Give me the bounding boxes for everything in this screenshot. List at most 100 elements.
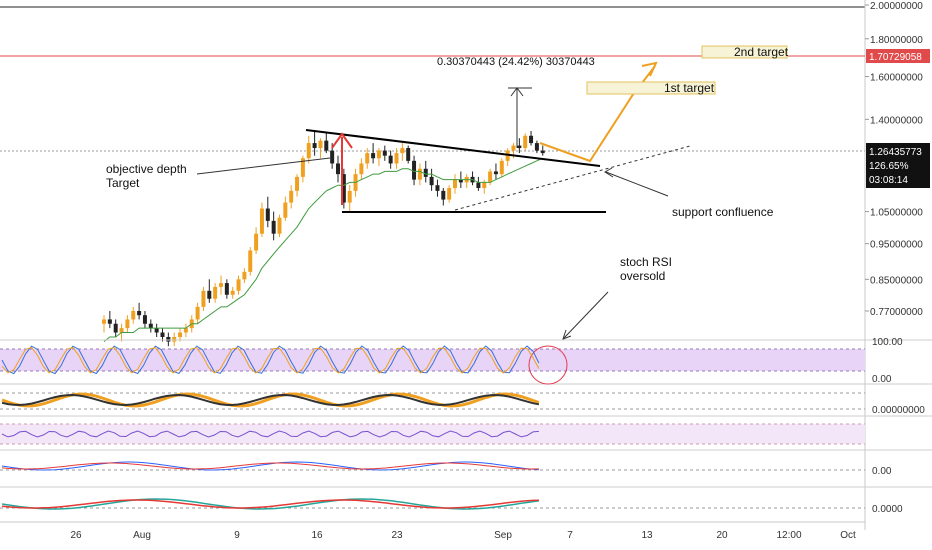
support-callout-line <box>605 171 669 197</box>
candle-body[interactable] <box>347 190 352 203</box>
candle-body[interactable] <box>265 208 270 221</box>
candle-body[interactable] <box>447 188 452 200</box>
candle-body[interactable] <box>365 153 370 164</box>
candle-body[interactable] <box>107 319 112 324</box>
candle-body[interactable] <box>453 179 457 189</box>
candle-body[interactable] <box>511 145 516 151</box>
candle-body[interactable] <box>476 182 481 189</box>
candle-body[interactable] <box>505 150 510 161</box>
candle-body[interactable] <box>172 337 177 342</box>
candle-body[interactable] <box>359 163 364 175</box>
candle-body[interactable] <box>131 311 136 320</box>
candle-body[interactable] <box>230 290 235 295</box>
candle-body[interactable] <box>406 148 411 161</box>
second-target-label: 2nd target <box>734 45 789 59</box>
candle-body[interactable] <box>259 208 264 234</box>
candle-body[interactable] <box>376 150 381 159</box>
candle-body[interactable] <box>488 171 493 183</box>
candle-body[interactable] <box>300 158 305 177</box>
candle-body[interactable] <box>102 319 106 324</box>
support-confluence-label: support confluence <box>672 205 774 219</box>
candle-body[interactable] <box>236 279 241 291</box>
objective-callout-line <box>196 157 331 175</box>
candle-body[interactable] <box>160 332 165 338</box>
candle-body[interactable] <box>178 332 183 338</box>
candle-body[interactable] <box>283 202 288 218</box>
candle-body[interactable] <box>183 328 188 333</box>
first-target-box[interactable] <box>586 81 716 95</box>
candle-body[interactable] <box>207 290 212 299</box>
osc-line <box>1 392 540 408</box>
projection-arrow-head <box>510 87 524 97</box>
candle-body[interactable] <box>429 176 434 186</box>
candle-body[interactable] <box>154 328 159 333</box>
candle-body[interactable] <box>195 306 200 320</box>
rsi-band <box>0 424 865 444</box>
candle-countdown: 03:08:14 <box>869 175 908 186</box>
macd-signal-line <box>1 462 539 470</box>
candle-body[interactable] <box>412 160 417 180</box>
time-tick-label: 7 <box>567 530 573 541</box>
candle-body[interactable] <box>242 271 247 280</box>
candle-body[interactable] <box>394 153 399 164</box>
projected-path[interactable] <box>539 65 656 163</box>
candle-body[interactable] <box>201 290 206 307</box>
time-tick-label: 13 <box>641 530 653 541</box>
candle-body[interactable] <box>125 319 130 329</box>
moving-average-line <box>103 157 544 342</box>
candle-body[interactable] <box>336 163 340 175</box>
candle-body[interactable] <box>458 179 463 183</box>
candle-body[interactable] <box>119 328 124 333</box>
candle-body[interactable] <box>400 148 405 154</box>
price-tick-label: 1.60000000 <box>870 73 923 84</box>
candle-body[interactable] <box>435 185 440 191</box>
candle-body[interactable] <box>341 174 346 203</box>
candle-body[interactable] <box>388 155 393 164</box>
candle-body[interactable] <box>312 143 317 149</box>
candle-body[interactable] <box>330 150 335 164</box>
second-target-box[interactable] <box>701 45 788 59</box>
candle-body[interactable] <box>148 323 153 329</box>
measure-label: 0.30370443 (24.42%) 30370443 <box>437 56 595 68</box>
time-tick-label: Aug <box>133 530 151 541</box>
candle-body[interactable] <box>306 143 311 159</box>
stoch-label-line1: stoch RSI <box>620 255 672 269</box>
candle-body[interactable] <box>482 182 487 189</box>
candle-body[interactable] <box>523 135 528 149</box>
candle-body[interactable] <box>318 140 323 149</box>
candle-body[interactable] <box>371 153 376 159</box>
candle-body[interactable] <box>295 176 300 191</box>
candle-body[interactable] <box>254 233 259 251</box>
candle-body[interactable] <box>529 135 534 144</box>
candle-body[interactable] <box>137 311 142 316</box>
candle-body[interactable] <box>324 140 329 151</box>
candle-body[interactable] <box>441 190 446 200</box>
target-price-tag <box>866 49 930 63</box>
candle-body[interactable] <box>271 220 276 234</box>
candle-body[interactable] <box>142 315 147 324</box>
candle-body[interactable] <box>289 190 294 203</box>
time-tick-label: 20 <box>716 530 728 541</box>
candle-body[interactable] <box>382 150 387 156</box>
candle-body[interactable] <box>224 283 229 295</box>
candle-body[interactable] <box>219 283 223 287</box>
candle-body[interactable] <box>166 337 171 342</box>
candle-body[interactable] <box>113 323 118 333</box>
price-tick-label: 2.00000000 <box>870 1 923 12</box>
support-trendline[interactable] <box>454 145 691 211</box>
candle-body[interactable] <box>517 145 522 149</box>
candle-body[interactable] <box>277 217 282 234</box>
rsi-line <box>1 430 539 438</box>
candle-body[interactable] <box>493 171 498 175</box>
candle-body[interactable] <box>248 250 253 272</box>
candle-body[interactable] <box>213 286 218 299</box>
candle-body[interactable] <box>534 143 539 151</box>
candle-body[interactable] <box>417 168 422 180</box>
candle-body[interactable] <box>499 160 504 175</box>
candle-body[interactable] <box>540 150 545 154</box>
time-tick-label: 26 <box>70 530 82 541</box>
candle-body[interactable] <box>423 168 428 177</box>
triangle-upper-trendline[interactable] <box>305 129 601 167</box>
